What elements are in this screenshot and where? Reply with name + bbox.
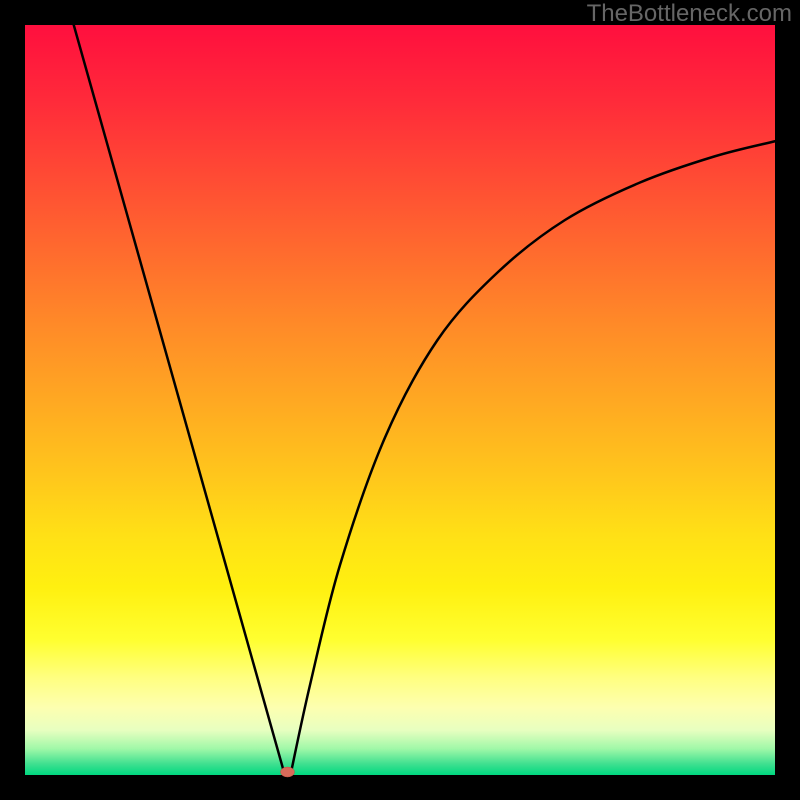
chart-svg	[0, 0, 800, 800]
plot-area	[25, 25, 775, 775]
watermark: TheBottleneck.com	[587, 0, 792, 28]
bottleneck-chart: TheBottleneck.com	[0, 0, 800, 800]
optimal-point-marker	[281, 767, 295, 777]
